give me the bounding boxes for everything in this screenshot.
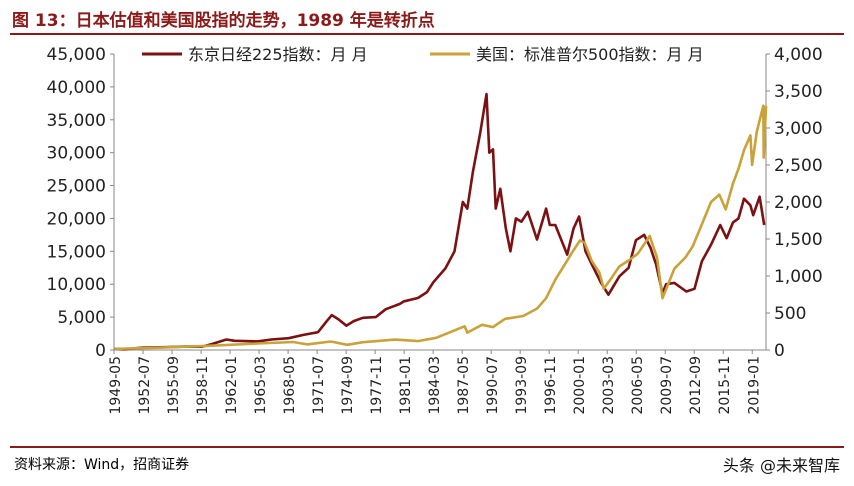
y-left-tick-label: 25,000 [47,177,106,197]
x-tick-label: 1974-09 [340,356,356,415]
source-note: 资料来源：Wind，招商证券 [14,457,190,473]
x-tick-label: 2015-11 [717,356,733,415]
y-right-tick-label: 3,000 [774,119,823,139]
y-left-tick-label: 30,000 [47,144,106,164]
x-tick-label: 1984-03 [427,356,443,415]
y-right-tick-label: 1,000 [774,267,823,287]
legend-label-sp500: 美国：标准普尔500指数：月 月 [476,45,704,64]
y-left-tick-label: 15,000 [47,242,106,262]
y-left-tick-label: 20,000 [47,209,106,229]
x-tick-label: 1990-07 [485,356,501,415]
x-tick-label: 1958-11 [195,356,211,415]
y-right-tick-label: 4,000 [774,45,823,65]
nikkei-225-line [114,92,766,351]
x-tick-label: 1987-05 [456,356,472,415]
y-right-tick-label: 0 [774,341,785,361]
x-tick-label: 1968-05 [282,356,298,415]
legend-label-nikkei: 东京日经225指数：月 月 [188,45,368,64]
x-tick-label: 2003-03 [601,356,617,415]
y-left-tick-label: 35,000 [47,111,106,131]
y-right-tick-label: 2,500 [774,156,823,176]
y-right-tick-label: 1,500 [774,230,823,250]
x-tick-label: 1962-01 [224,356,240,415]
x-tick-label: 1981-01 [398,356,414,415]
y-left-tick-label: 40,000 [47,78,106,98]
footer-rule [10,446,844,448]
x-tick-label: 2009-07 [659,356,675,415]
x-tick-label: 2019-01 [746,356,762,415]
y-right-tick-label: 500 [774,304,806,324]
x-tick-label: 1977-11 [369,356,385,415]
x-tick-label: 2000-01 [572,356,588,415]
x-tick-label: 1952-07 [137,356,153,415]
sp500-line [114,104,768,351]
watermark-text: 头条 @未来智库 [722,456,840,475]
x-tick-label: 1955-09 [166,356,182,415]
chart-title: 图 13：日本估值和美国股指的走势，1989 年是转折点 [12,11,435,31]
y-left-tick-label: 5,000 [57,308,106,328]
x-tick-label: 1971-07 [311,356,327,415]
x-tick-label: 1993-09 [514,356,530,415]
y-left-tick-label: 10,000 [47,275,106,295]
x-tick-label: 1965-03 [253,356,269,415]
x-tick-label: 1996-11 [543,356,559,415]
x-tick-label: 1949-05 [108,356,124,415]
x-tick-label: 2012-09 [688,356,704,415]
y-right-tick-label: 2,000 [774,193,823,213]
chart-area: 0 5,000 10,000 15,000 20,000 25,000 30,000 35,0… [0,36,854,446]
y-left-tick-label: 0 [95,341,106,361]
x-tick-label: 2006-05 [630,356,646,415]
y-left-tick-label: 45,000 [47,45,106,65]
title-underline [10,33,844,35]
y-right-tick-label: 3,500 [774,82,823,102]
line-chart: 0 5,000 10,000 15,000 20,000 25,000 30,000 35,0… [47,45,823,415]
